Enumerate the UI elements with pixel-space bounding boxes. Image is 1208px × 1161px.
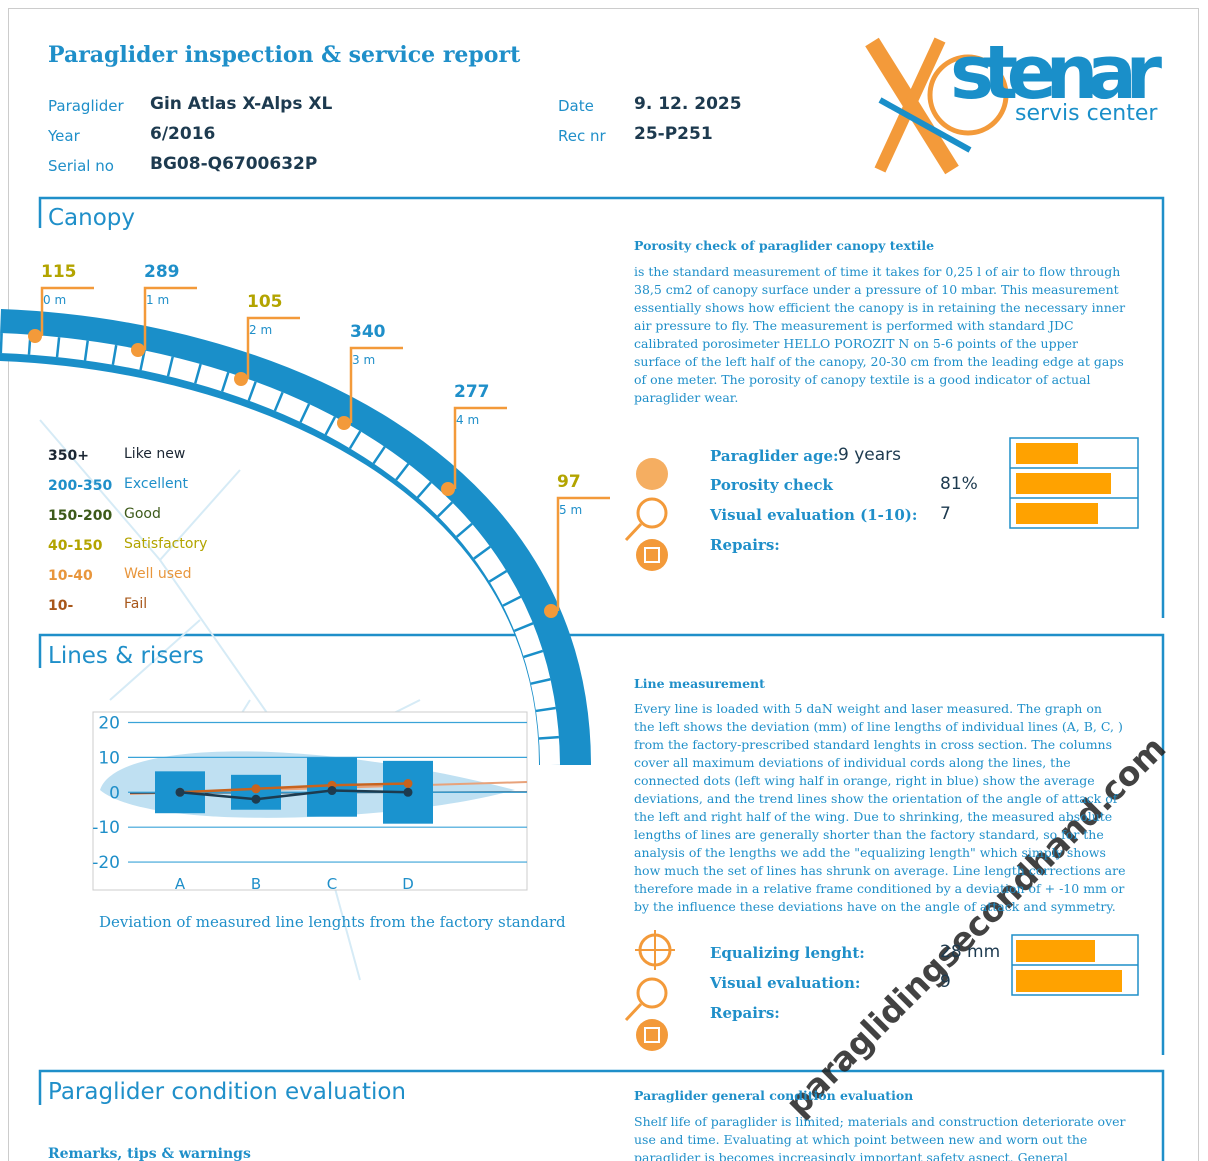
canopy-arc [0, 309, 591, 766]
legend-range: 150-200 [48, 508, 113, 524]
legend-label: Good [124, 506, 161, 522]
rating-bars [1016, 443, 1122, 992]
rating-value: 7 [940, 504, 951, 524]
rating-value: 81% [940, 474, 978, 494]
legend-label: Fail [124, 596, 148, 612]
rating-label: Visual evaluation: [710, 974, 861, 992]
y-tick-label: 0 [109, 783, 120, 803]
porosity-value: 277 [454, 382, 490, 402]
rating-label: Equalizing lenght: [710, 944, 865, 962]
field-label: Rec nr [558, 127, 606, 145]
series-line [179, 789, 409, 801]
series-dot [175, 787, 185, 797]
icons [624, 458, 675, 1051]
field-label: Paraglider [48, 97, 124, 115]
rating-label: Visual evaluation (1-10): [710, 506, 918, 524]
section-heading: Lines & risers [48, 643, 204, 669]
x-tick-label: A [175, 875, 186, 893]
legend-label: Excellent [124, 476, 188, 492]
legend-label: Like new [124, 446, 186, 462]
page-frame [8, 8, 1199, 1161]
porosity-dot [234, 372, 248, 386]
flag-line [453, 406, 507, 489]
porosity-value: 97 [557, 472, 581, 492]
porosity-value: 105 [247, 292, 283, 312]
y-tick-label: -10 [92, 818, 120, 838]
porosity-dot [131, 343, 145, 357]
field-value: 6/2016 [150, 124, 216, 144]
rating-label: Porosity check [710, 476, 833, 494]
rating-value: 9 years [838, 445, 902, 465]
point-position: 5 m [559, 503, 583, 517]
field-value: 25-P251 [634, 124, 713, 144]
flag-line [143, 286, 197, 350]
point-position: 4 m [456, 413, 480, 427]
paragraph-title: Paraglider general condition evaluation [634, 1088, 914, 1103]
chart-caption: Deviation of measured line lenghts from … [99, 913, 566, 931]
rating-label: Repairs: [710, 536, 780, 554]
point-position: 3 m [352, 353, 376, 367]
series-dot [327, 786, 337, 796]
field-label: Serial no [48, 157, 114, 175]
legend-range: 350+ [48, 448, 89, 464]
porosity-dot [28, 329, 42, 343]
line-chart: 20 10 0 -10 -20 A B C D [92, 711, 528, 893]
x-tick-label: D [402, 875, 414, 893]
y-tick-label: 20 [98, 713, 120, 733]
porosity-value: 289 [144, 262, 180, 282]
legend-range: 10-40 [48, 568, 93, 584]
remarks-title: Remarks, tips & warnings [48, 1146, 251, 1161]
series-dot [403, 787, 413, 797]
flag-line [246, 316, 300, 379]
series-dot [251, 784, 261, 794]
series-dot [403, 779, 413, 789]
porosity-dot [441, 482, 455, 496]
flag-line [40, 286, 94, 336]
paragraph-text: Shelf life of paraglider is limited; mat… [634, 1114, 1126, 1161]
logo-tagline: servis center [1015, 101, 1158, 126]
rating-value: 28 mm [940, 942, 1001, 962]
point-position: 0 m [43, 293, 67, 307]
section-frames [38, 196, 1165, 1161]
field-label: Year [48, 127, 80, 145]
legend-range: 200-350 [48, 478, 113, 494]
rating-value: 9 [940, 972, 951, 992]
legend-range: 40-150 [48, 538, 103, 554]
section-heading: Canopy [48, 205, 136, 231]
porosity-dot [544, 604, 558, 618]
paragraph-text: Every line is loaded with 5 daN weight a… [634, 701, 1126, 914]
paragraph-text: is the standard measurement of time it t… [634, 264, 1126, 405]
section-heading: Paraglider condition evaluation [48, 1079, 407, 1105]
porosity-value: 115 [41, 262, 77, 282]
legend-label: Satisfactory [124, 536, 208, 552]
x-tick-label: B [251, 875, 261, 893]
y-tick-label: 10 [98, 748, 120, 768]
report-title: Paraglider inspection & service report [48, 42, 521, 68]
porosity-dot [337, 416, 351, 430]
x-tick-label: C [327, 875, 337, 893]
paragraph-title: Porosity check of paraglider canopy text… [634, 238, 935, 253]
series-line [179, 782, 409, 794]
logo-graphic [865, 37, 1009, 175]
point-position: 1 m [146, 293, 170, 307]
rating-label: Paraglider age: [710, 447, 839, 465]
y-tick-label: -20 [92, 853, 120, 873]
porosity-value: 340 [350, 322, 386, 342]
flag-line [556, 496, 610, 611]
legend-range: 10- [48, 598, 74, 614]
rating-label: Repairs: [710, 1004, 780, 1022]
field-value: Gin Atlas X-Alps XL [150, 94, 333, 114]
flag-line [349, 346, 403, 423]
series-dot [251, 794, 261, 804]
field-value: BG08-Q6700632P [150, 154, 318, 174]
field-label: Date [558, 97, 594, 115]
logo-brand: stenar [950, 30, 1163, 116]
legend-label: Well used [124, 566, 192, 582]
point-position: 2 m [249, 323, 273, 337]
rating-frames [1009, 437, 1139, 996]
paragraph-title: Line measurement [634, 676, 765, 691]
field-value: 9. 12. 2025 [634, 94, 742, 114]
